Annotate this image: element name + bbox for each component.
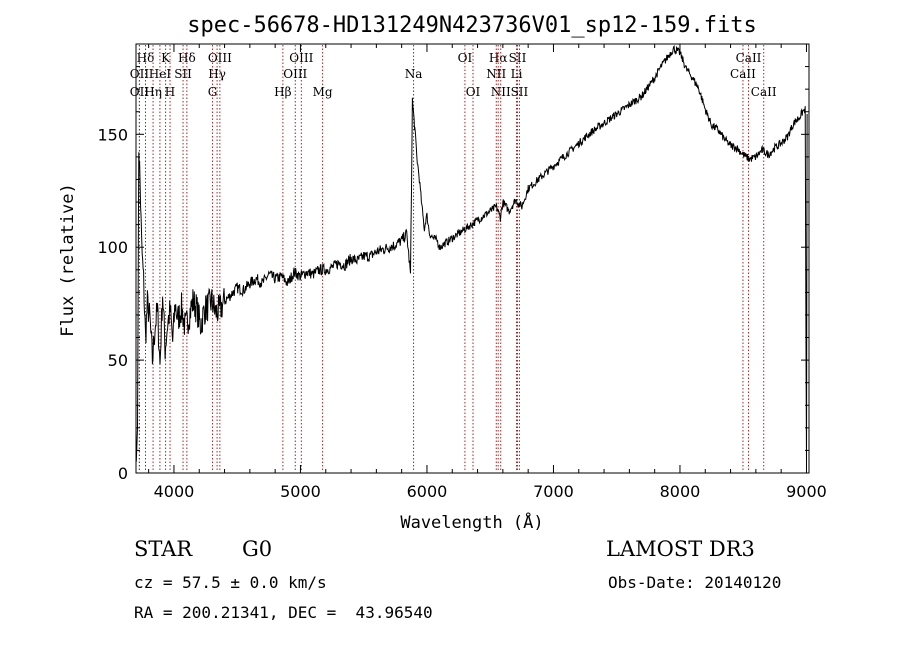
spectral-line-label: OIII (289, 51, 313, 65)
spectral-line-label: SII (509, 51, 527, 65)
spectral-line-label: OI (458, 51, 473, 65)
x-tick-label: 6000 (407, 482, 448, 501)
x-axis-label: Wavelength (Å) (400, 511, 543, 533)
spectral-line-label: OIII (283, 67, 307, 81)
x-tick-label: 8000 (660, 482, 701, 501)
x-tick-label: 5000 (280, 482, 321, 501)
spectral-line-label: H (165, 85, 175, 99)
y-tick-label: 0 (118, 464, 128, 483)
y-tick-label: 100 (97, 238, 128, 257)
spectral-line-label: K (161, 51, 171, 65)
plot-frame (135, 43, 810, 474)
x-tick-label: 7000 (533, 482, 574, 501)
y-tick-label: 50 (108, 351, 128, 370)
coordinates-text: RA = 200.21341, DEC = 43.96540 (134, 603, 433, 622)
spectral-line-label: OII (130, 85, 150, 99)
spectral-line-label: SII (174, 67, 192, 81)
spectral-line-label: Hα (489, 51, 508, 65)
x-tick-label: 4000 (154, 482, 195, 501)
redshift-text: cz = 57.5 ± 0.0 km/s (134, 573, 327, 592)
spectral-line-label: OIII (208, 51, 232, 65)
spectral-line-label: CaII (730, 67, 756, 81)
spectral-line-label: Hη (144, 85, 162, 99)
subclass-label: G0 (242, 537, 273, 561)
spectral-line-label: G (208, 85, 218, 99)
spectral-line-label: CaII (751, 85, 777, 99)
spectral-line-label: NII (486, 67, 506, 81)
spectrum-line (135, 44, 808, 467)
spectral-line-label: Hδ (137, 51, 155, 65)
spectral-line-label: Hβ (274, 85, 291, 99)
spectral-line-label: Na (405, 67, 423, 81)
spectral-line-label: Hγ (208, 67, 226, 81)
spectral-line-label: NII (491, 85, 511, 99)
x-tick-label: 9000 (786, 482, 827, 501)
spectral-line-label: Hδ (178, 51, 196, 65)
axis-ticks: 4000 5000 6000 7000 8000 9000 0 50 100 150 (97, 44, 827, 501)
survey-label: LAMOST DR3 (606, 537, 755, 561)
class-label: STAR (134, 537, 193, 561)
spectrum-chart: spec-56678-HD131249N423736V01_sp12-159.f… (58, 13, 827, 533)
spectral-line-label: Mg (313, 85, 333, 99)
spectral-line-label: Li (511, 67, 523, 81)
spectrum-series (135, 44, 808, 467)
spectral-line-label: SII (511, 85, 529, 99)
spectral-line-label: OI (466, 85, 481, 99)
y-axis-label: Flux (relative) (58, 183, 78, 337)
spectral-line-label: CaII (736, 51, 762, 65)
spectral-line-label: HeI (149, 67, 172, 81)
y-tick-label: 150 (97, 125, 128, 144)
obs-date-text: Obs-Date: 20140120 (608, 573, 782, 592)
chart-title: spec-56678-HD131249N423736V01_sp12-159.f… (187, 13, 757, 38)
